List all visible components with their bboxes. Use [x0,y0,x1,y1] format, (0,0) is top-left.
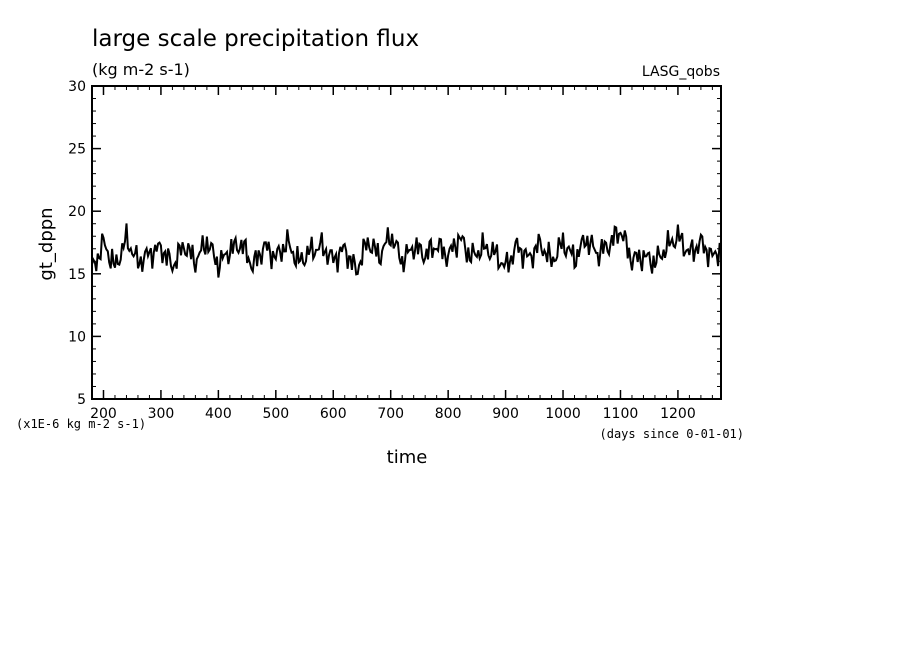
x-tick-label: 400 [205,406,232,422]
x-tick-label: 600 [320,406,347,422]
y-tick-label: 10 [68,329,86,345]
y-tick-label: 15 [68,267,86,283]
dataset-label: LASG_qobs [642,64,720,80]
x-tick-label: 900 [492,406,519,422]
x-tick-label: 500 [262,406,289,422]
plot-frame [91,85,722,400]
series-line [91,223,721,278]
y-tick-labels: 5 10 15 20 25 30 [68,79,86,408]
x-tick-label: 1100 [603,406,639,422]
chart-units: (kg m-2 s-1) [92,60,190,79]
x-units-label: (days since 0-01-01) [600,427,745,441]
y-tick-label: 20 [68,204,86,220]
x-tick-label: 200 [90,406,117,422]
y-tick-label: 30 [68,79,86,95]
x-axis-label: time [387,447,428,468]
x-tick-label: 700 [377,406,404,422]
x-tick-label: 1000 [545,406,581,422]
y-axis-label: gt_dppn [36,207,57,280]
y-tick-label: 25 [68,142,86,158]
y-tick-label: 5 [77,392,86,408]
x-tick-label: 1200 [660,406,696,422]
y-scale-note: (x1E-6 kg m-2 s-1) [16,417,146,431]
x-tick-labels: 200 300 400 500 600 700 800 900 1000 1100 1200 [90,406,696,422]
chart-title: large scale precipitation flux [92,26,419,52]
x-tick-label: 800 [435,406,462,422]
x-tick-label: 300 [148,406,175,422]
